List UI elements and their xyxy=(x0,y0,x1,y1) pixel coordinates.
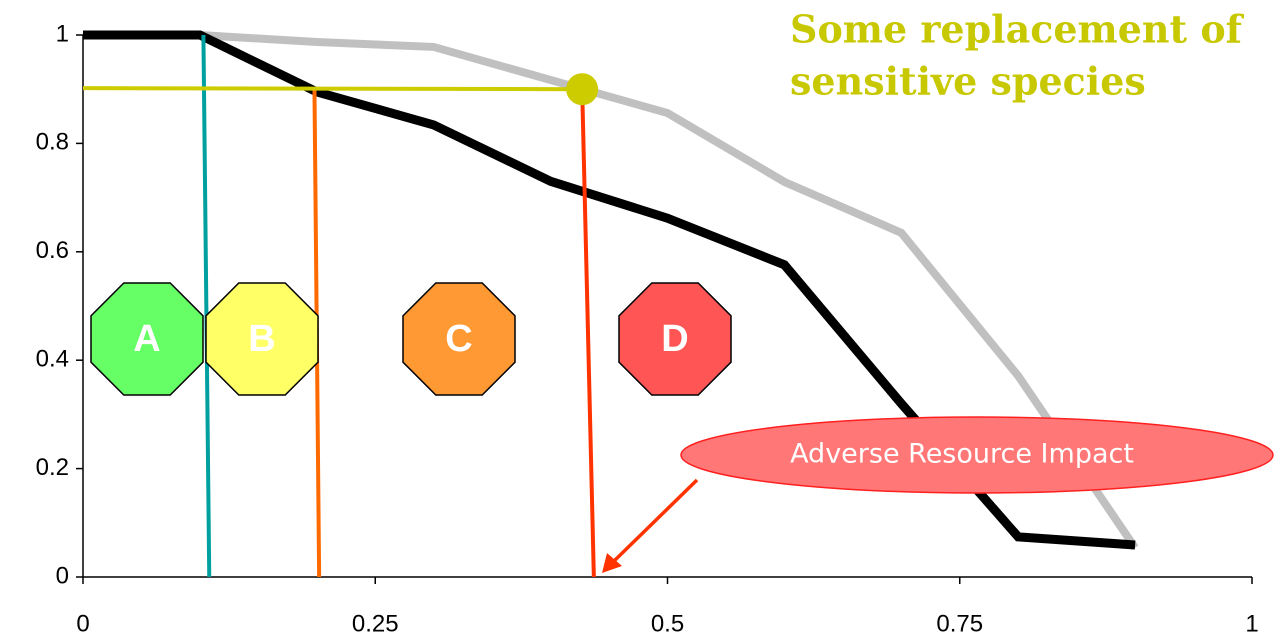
annotation-arrowhead xyxy=(602,553,622,573)
y-tick-label: 1 xyxy=(56,20,69,47)
annotation-text: sensitive species xyxy=(790,59,1146,104)
x-tick-label: 0.25 xyxy=(352,610,399,637)
y-tick-label: 0 xyxy=(56,562,69,589)
y-tick-label: 0.6 xyxy=(36,237,69,264)
y-tick-label: 0.2 xyxy=(36,454,69,481)
annotation-text: Some replacement of xyxy=(790,7,1245,52)
reference-line xyxy=(580,89,596,578)
zone-label: B xyxy=(248,318,275,360)
zone-sign xyxy=(618,282,732,396)
x-tick-label: 1 xyxy=(1245,610,1258,637)
series-line xyxy=(83,31,1139,550)
x-tick-label: 0 xyxy=(76,610,89,637)
y-tick-label: 0.4 xyxy=(36,346,69,373)
reference-line xyxy=(201,34,212,578)
zone-sign xyxy=(205,282,319,396)
annotation-bubble xyxy=(680,416,1274,494)
annotation-arrow xyxy=(610,478,699,565)
annotation-text: Adverse Resource Impact xyxy=(790,439,1134,470)
zone-sign xyxy=(402,282,516,396)
y-tick-label: 0.8 xyxy=(36,129,69,156)
x-tick-label: 0.5 xyxy=(651,610,684,637)
zone-label: A xyxy=(133,318,160,360)
reference-line xyxy=(82,86,583,92)
marker xyxy=(566,73,599,106)
zone-label: D xyxy=(661,318,688,360)
zone-label: C xyxy=(445,318,472,360)
zone-sign xyxy=(90,282,204,396)
x-tick-label: 0.75 xyxy=(936,610,983,637)
